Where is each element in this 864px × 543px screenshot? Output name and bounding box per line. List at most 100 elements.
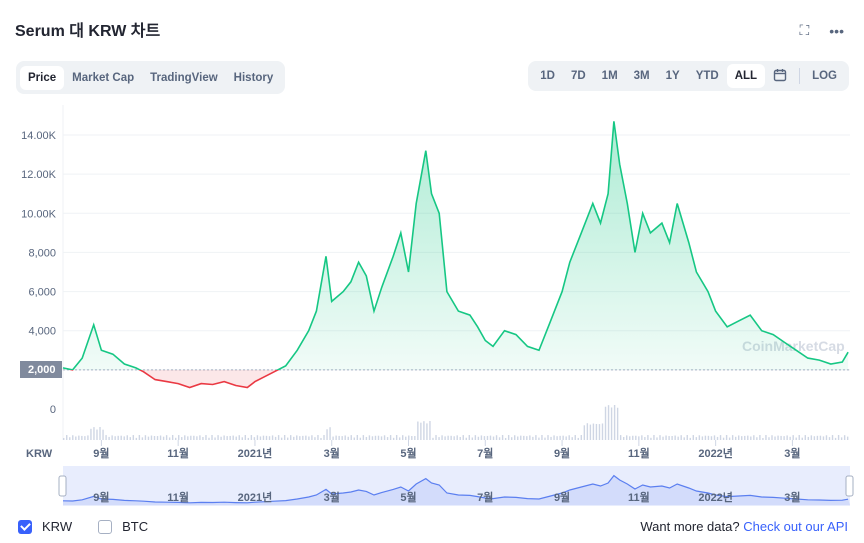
volume-bar bbox=[241, 437, 243, 440]
volume-bar bbox=[586, 423, 589, 440]
expand-icon[interactable]: ⛶ bbox=[799, 22, 810, 38]
volume-bar bbox=[483, 436, 486, 440]
volume-bar bbox=[738, 435, 740, 440]
volume-bar bbox=[780, 435, 782, 440]
navigator-tick-label: 3월 bbox=[324, 490, 340, 504]
volume-bar bbox=[93, 427, 95, 440]
more-icon[interactable]: ••• bbox=[829, 22, 844, 39]
volume-bar bbox=[347, 436, 349, 440]
volume-bar bbox=[722, 437, 725, 440]
volume-bar bbox=[765, 435, 767, 440]
volume-bar bbox=[290, 435, 292, 440]
range-tabs: 1D 7D 1M 3M 1Y YTD ALL LOG bbox=[528, 61, 849, 91]
volume-bar bbox=[713, 435, 716, 440]
volume-bar bbox=[489, 435, 492, 440]
range-1d[interactable]: 1D bbox=[540, 70, 555, 82]
volume-bar bbox=[220, 436, 222, 440]
range-3m[interactable]: 3M bbox=[633, 70, 650, 82]
volume-bar bbox=[792, 435, 794, 440]
volume-bar bbox=[120, 435, 122, 440]
volume-bar bbox=[283, 435, 286, 440]
volume-bar bbox=[517, 436, 519, 440]
range-1y[interactable]: 1Y bbox=[665, 70, 680, 82]
volume-bar bbox=[689, 437, 691, 440]
volume-bar bbox=[314, 437, 316, 440]
volume-bar bbox=[338, 435, 340, 440]
volume-bar bbox=[299, 436, 301, 440]
volume-bar bbox=[707, 435, 710, 440]
volume-bar bbox=[159, 435, 162, 440]
volume-bar bbox=[268, 436, 271, 440]
volume-bar bbox=[153, 435, 156, 440]
volume-bar bbox=[108, 436, 110, 440]
btc-checkbox[interactable] bbox=[98, 519, 113, 534]
volume-bar bbox=[208, 437, 210, 440]
volume-bar bbox=[368, 435, 371, 440]
tab-market-cap[interactable]: Market Cap bbox=[72, 71, 135, 84]
volume-bar bbox=[432, 437, 434, 440]
volume-bar bbox=[698, 435, 701, 440]
volume-bar bbox=[389, 435, 392, 440]
volume-bar bbox=[332, 436, 334, 440]
range-1m[interactable]: 1M bbox=[601, 70, 618, 82]
navigator-tick-label: 2022년 bbox=[698, 490, 733, 504]
volume-bar bbox=[244, 435, 247, 440]
range-all[interactable]: ALL bbox=[726, 64, 766, 88]
volume-bar bbox=[229, 435, 231, 440]
navigator-tick-label: 9월 bbox=[93, 490, 109, 504]
volume-bar bbox=[544, 437, 546, 440]
volume-bar bbox=[296, 435, 298, 440]
volume-bar bbox=[308, 436, 310, 440]
volume-bar bbox=[129, 437, 131, 440]
volume-bar bbox=[846, 436, 849, 440]
krw-checkbox[interactable] bbox=[18, 519, 32, 534]
volume-bar bbox=[759, 435, 761, 440]
current-price-label: 2,000 bbox=[28, 364, 56, 376]
volume-bar bbox=[66, 435, 68, 440]
volume-bar bbox=[468, 435, 471, 440]
volume-bar bbox=[601, 423, 604, 440]
volume-bar bbox=[63, 438, 65, 440]
tab-price[interactable]: Price bbox=[20, 65, 65, 90]
price-area bbox=[63, 121, 849, 370]
y-tick-label: 12.00K bbox=[21, 169, 57, 181]
volume-bar bbox=[523, 435, 525, 440]
more-data: Want more data? Check out our API bbox=[640, 519, 848, 534]
volume-bar bbox=[822, 436, 825, 440]
volume-bar bbox=[362, 435, 365, 440]
volume-bar bbox=[659, 435, 661, 440]
volume-bar bbox=[90, 428, 92, 440]
tab-history[interactable]: History bbox=[233, 71, 274, 84]
volume-bar bbox=[677, 436, 679, 440]
volume-bar bbox=[114, 436, 116, 440]
volume-bar bbox=[444, 436, 446, 440]
volume-bar bbox=[105, 435, 107, 440]
volume-bar bbox=[447, 435, 449, 440]
api-link[interactable]: Check out our API bbox=[743, 519, 848, 534]
calendar-icon[interactable] bbox=[765, 62, 795, 91]
legend-krw: KRW bbox=[42, 519, 73, 534]
volume-bar bbox=[562, 435, 564, 440]
volume-bar bbox=[801, 437, 803, 440]
volume-bar bbox=[402, 435, 404, 440]
volume-bar bbox=[665, 435, 667, 440]
volume-bar bbox=[235, 436, 237, 440]
volume-bar bbox=[529, 435, 531, 440]
tab-tradingview[interactable]: TradingView bbox=[150, 71, 218, 84]
range-ytd[interactable]: YTD bbox=[695, 70, 719, 82]
volume-bar bbox=[453, 436, 455, 440]
range-7d[interactable]: 7D bbox=[570, 70, 586, 82]
chart-type-tabs: Price Market Cap TradingView History bbox=[16, 61, 286, 94]
volume-bar bbox=[756, 437, 758, 440]
volume-bar bbox=[840, 437, 843, 440]
volume-bar bbox=[768, 437, 770, 440]
volume-bar bbox=[837, 435, 840, 440]
volume-bar bbox=[613, 405, 616, 440]
volume-bar bbox=[798, 435, 800, 440]
log-toggle[interactable]: LOG bbox=[812, 70, 837, 82]
volume-bar bbox=[750, 436, 752, 440]
x-tick-label: 2022년 bbox=[698, 446, 733, 460]
volume-bar bbox=[532, 436, 534, 440]
volume-bar bbox=[72, 435, 74, 440]
volume-bar bbox=[704, 435, 707, 440]
